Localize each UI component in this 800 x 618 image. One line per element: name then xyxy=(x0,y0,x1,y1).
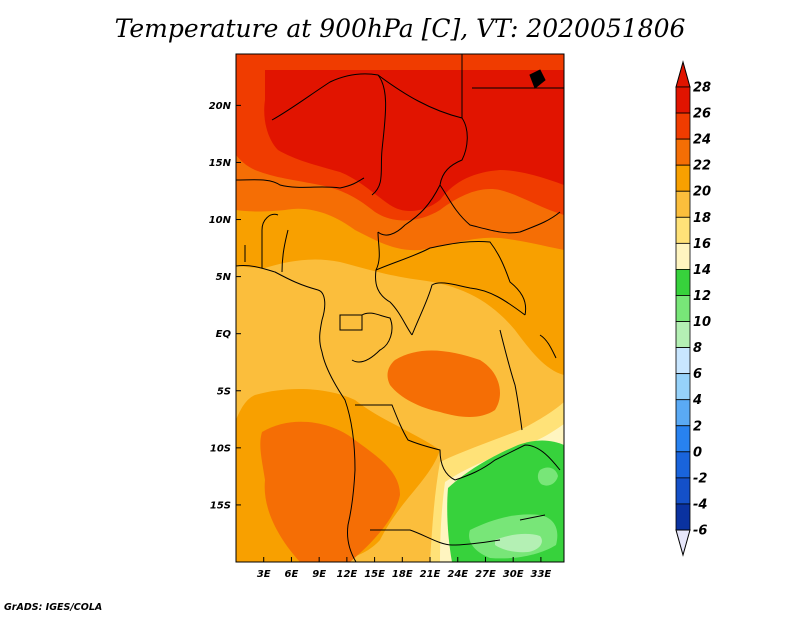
colorbar-segment xyxy=(675,373,691,401)
colorbar-label: 16 xyxy=(693,237,711,252)
lat-tick-label: 5N xyxy=(216,272,232,283)
field-band-12-14-patch xyxy=(537,467,558,486)
lat-tick-label: 10S xyxy=(210,443,231,454)
colorbar-segment xyxy=(675,138,691,166)
colorbar-segment xyxy=(675,425,691,453)
colorbar-label: 6 xyxy=(693,367,702,382)
colorbar-label: 4 xyxy=(692,393,702,408)
lat-tick-label: 5S xyxy=(217,386,231,397)
colorbar-label: 0 xyxy=(693,445,702,460)
lon-tick-label: 18E xyxy=(392,569,413,580)
colorbar-segment xyxy=(675,164,691,192)
colorbar-label: 10 xyxy=(693,315,711,330)
colorbar-label: 26 xyxy=(693,107,711,122)
lon-tick-label: 6E xyxy=(285,569,299,580)
lat-tick-label: 20N xyxy=(209,101,232,112)
plot-frame xyxy=(235,53,565,563)
colorbar-label: -2 xyxy=(693,471,707,486)
colorbar-segment xyxy=(675,503,691,531)
field-band-28-plus xyxy=(264,70,564,212)
lon-tick-label: 12E xyxy=(336,569,357,580)
lon-tick-label: 24E xyxy=(447,569,468,580)
lon-tick-label: 33E xyxy=(531,569,552,580)
map-title: Temperature at 900hPa [C], VT: 202005180… xyxy=(114,14,686,43)
colorbar-label: 22 xyxy=(693,159,711,174)
colorbar-label: 20 xyxy=(693,185,711,200)
temperature-field xyxy=(236,54,564,562)
colorbar-segment xyxy=(675,477,691,505)
lat-tick-label: 10N xyxy=(209,215,232,226)
colorbar-label: 12 xyxy=(693,289,711,304)
colorbar-segment xyxy=(675,347,691,375)
lon-tick-label: 15E xyxy=(364,569,385,580)
lon-tick-label: 9E xyxy=(312,569,326,580)
lon-tick-label: 30E xyxy=(503,569,524,580)
longitude-axis: 3E 6E 9E 12E 15E 18E 21E 24E 27E 30E 33E xyxy=(257,557,552,580)
colorbar-top-arrow xyxy=(675,60,691,88)
colorbar-segment xyxy=(675,451,691,479)
country-borders xyxy=(236,54,564,562)
lon-tick-label: 3E xyxy=(257,569,271,580)
colorbar-label: 8 xyxy=(693,341,702,356)
colorbar-label: 18 xyxy=(693,211,711,226)
colorbar-label: 14 xyxy=(693,263,711,278)
latitude-axis: 20N 15N 10N 5N EQ 5S 10S 15S xyxy=(209,101,241,511)
colorbar-label: -4 xyxy=(693,497,707,512)
colorbar-segment xyxy=(675,190,691,218)
colorbar-segment xyxy=(675,86,691,114)
field-band-24-26-south xyxy=(260,421,400,562)
field-band-24-26-central xyxy=(387,350,500,417)
colorbar-segment xyxy=(675,399,691,427)
grads-credit: GrADS: IGES/COLA xyxy=(4,602,103,613)
colorbar-label: 2 xyxy=(693,419,702,434)
colorbar-label: -6 xyxy=(693,524,707,539)
colorbar-segment xyxy=(675,269,691,296)
colorbar-segment xyxy=(675,242,691,270)
colorbar-label: 28 xyxy=(693,81,711,96)
colorbar-segment xyxy=(675,295,691,322)
lat-tick-label: 15S xyxy=(210,500,231,511)
colorbar-segment xyxy=(675,216,691,244)
lon-tick-label: 27E xyxy=(475,569,496,580)
lon-tick-label: 21E xyxy=(420,569,441,580)
colorbar-bottom-arrow xyxy=(675,529,691,557)
colorbar-segment xyxy=(675,321,691,348)
field-band-10-12 xyxy=(495,533,542,553)
lat-tick-label: EQ xyxy=(216,329,232,340)
lat-tick-label: 15N xyxy=(209,158,232,169)
colorbar-label: 24 xyxy=(693,133,711,148)
colorbar-segment xyxy=(675,112,691,140)
